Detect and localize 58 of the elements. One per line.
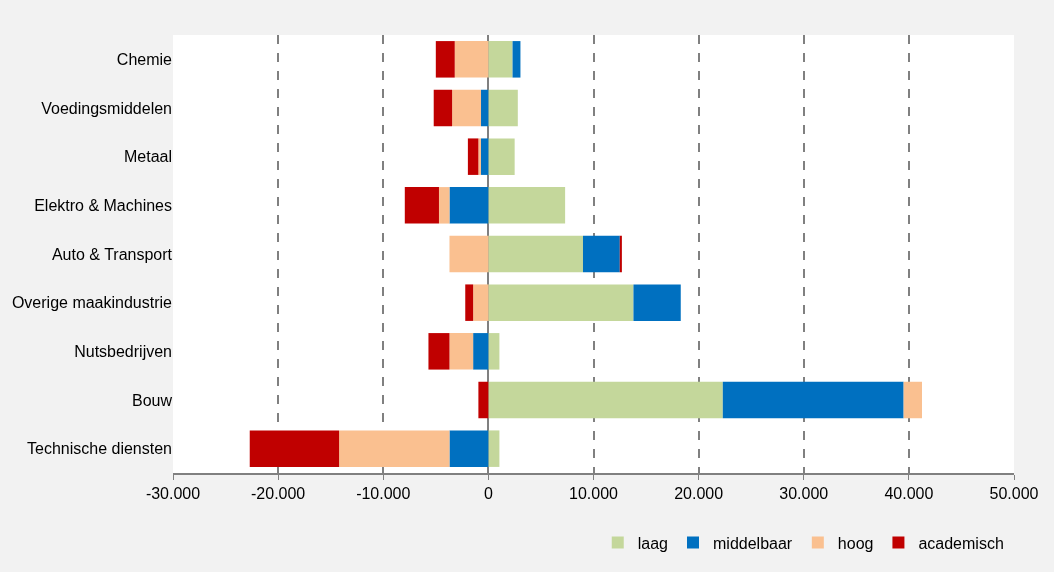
bar bbox=[633, 284, 681, 321]
bar bbox=[582, 235, 620, 273]
bar bbox=[488, 41, 513, 78]
bar bbox=[467, 138, 479, 175]
bar bbox=[481, 89, 489, 127]
bar bbox=[454, 41, 489, 78]
bar bbox=[488, 187, 566, 224]
y-tick-label: Nutsbedrijven bbox=[74, 342, 172, 360]
bar bbox=[465, 284, 474, 321]
y-tick-label: Chemie bbox=[116, 50, 173, 68]
bar bbox=[473, 284, 489, 321]
bar bbox=[722, 381, 904, 419]
x-tick-label: 30.000 bbox=[779, 485, 829, 503]
legend-label: hoog bbox=[837, 534, 874, 552]
y-tick-label: Overige maakindustrie bbox=[11, 294, 173, 312]
y-tick-label: Technische diensten bbox=[27, 440, 172, 458]
bar bbox=[478, 138, 482, 175]
y-tick-label: Auto & Transport bbox=[51, 245, 173, 263]
bar bbox=[473, 333, 489, 370]
bar bbox=[488, 89, 518, 127]
bar bbox=[488, 381, 723, 419]
x-tick-label: 40.000 bbox=[884, 485, 934, 503]
bar bbox=[339, 430, 450, 467]
x-tick-label: 10.000 bbox=[569, 485, 619, 503]
bar bbox=[478, 381, 489, 419]
legend-label: laag bbox=[637, 534, 668, 552]
y-tick-label: Bouw bbox=[131, 391, 173, 409]
legend-label: middelbaar bbox=[713, 534, 793, 552]
bar bbox=[433, 89, 453, 127]
bar bbox=[488, 284, 634, 321]
y-tick-label: Metaal bbox=[123, 148, 172, 166]
bar bbox=[488, 430, 500, 467]
x-tick-label: 0 bbox=[483, 485, 493, 503]
x-tick-label: -10.000 bbox=[356, 485, 411, 503]
y-tick-label: Voedingsmiddelen bbox=[41, 99, 172, 117]
bar bbox=[404, 187, 439, 224]
bar bbox=[481, 138, 489, 175]
bar bbox=[428, 333, 450, 370]
bar bbox=[435, 41, 455, 78]
bar bbox=[488, 235, 583, 273]
bar bbox=[449, 430, 489, 467]
x-tick-label: -30.000 bbox=[145, 485, 201, 503]
bar bbox=[452, 89, 482, 127]
x-tick-label: 20.000 bbox=[674, 485, 724, 503]
y-tick-label: Elektro & Machines bbox=[34, 196, 172, 214]
bar bbox=[512, 41, 521, 78]
bar bbox=[488, 138, 515, 175]
bar bbox=[438, 187, 450, 224]
bar bbox=[449, 187, 489, 224]
bar bbox=[249, 430, 340, 467]
bar bbox=[449, 235, 489, 273]
bar bbox=[903, 381, 923, 419]
bar bbox=[619, 235, 622, 273]
bar bbox=[449, 333, 474, 370]
x-tick-label: -20.000 bbox=[251, 485, 306, 503]
legend-label: academisch bbox=[918, 534, 1004, 552]
bar bbox=[488, 333, 500, 370]
x-tick-label: 50.000 bbox=[989, 485, 1039, 503]
